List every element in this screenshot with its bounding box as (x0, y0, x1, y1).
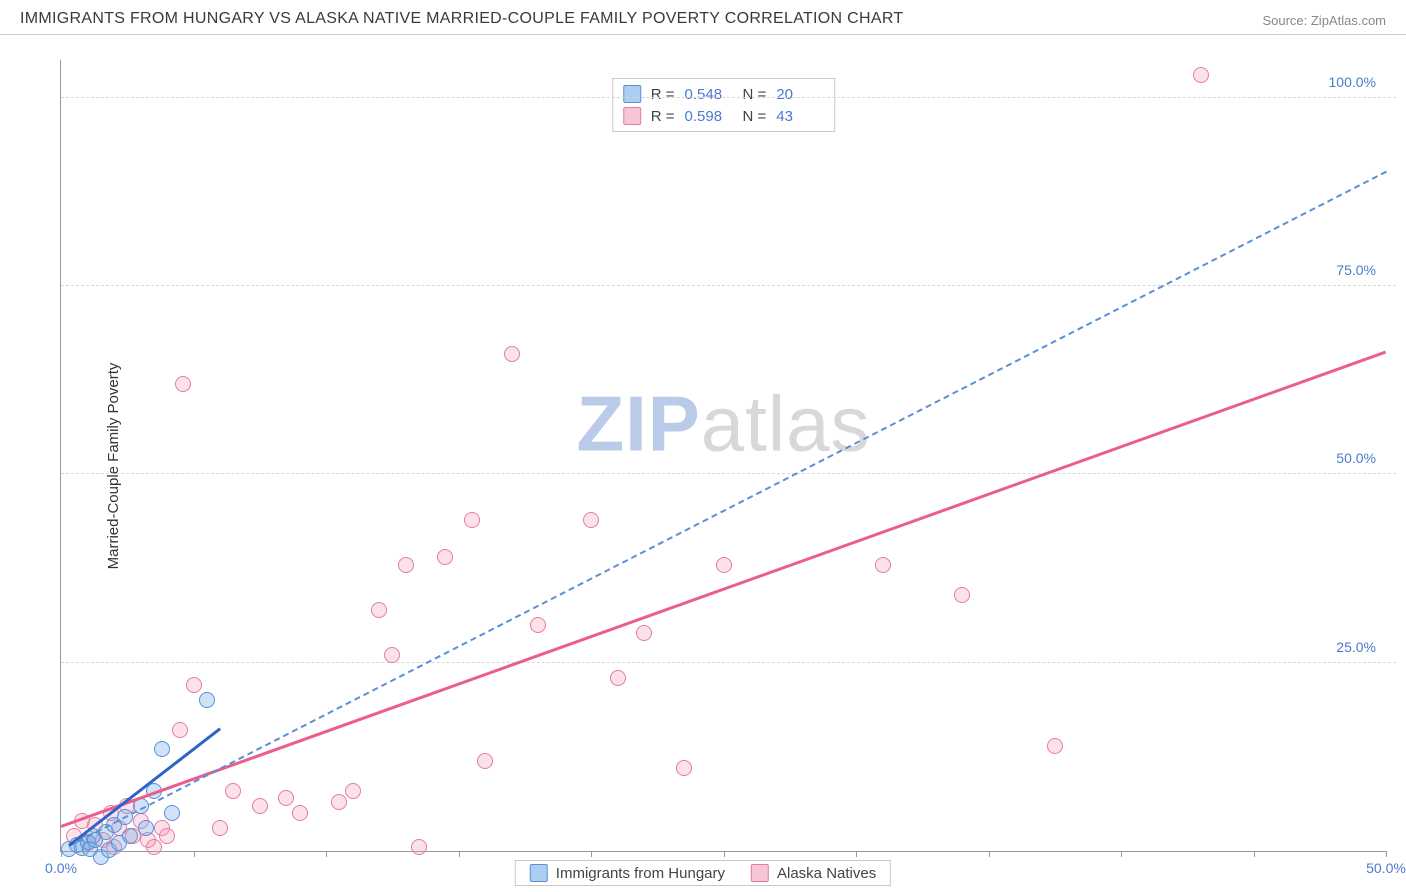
scatter-point-pink (477, 753, 493, 769)
scatter-point-pink (610, 670, 626, 686)
scatter-point-pink (371, 602, 387, 618)
correlation-row-blue: R = 0.548 N = 20 (623, 83, 825, 105)
y-tick-label: 100.0% (1329, 74, 1376, 90)
scatter-point-pink (398, 557, 414, 573)
series-legend: Immigrants from Hungary Alaska Natives (515, 860, 891, 886)
scatter-point-pink (331, 794, 347, 810)
scatter-point-pink (175, 376, 191, 392)
scatter-point-pink (583, 512, 599, 528)
x-tick (194, 851, 195, 857)
scatter-point-blue (138, 820, 154, 836)
scatter-point-pink (676, 760, 692, 776)
scatter-point-pink (875, 557, 891, 573)
chart-header: IMMIGRANTS FROM HUNGARY VS ALASKA NATIVE… (0, 0, 1406, 35)
x-tick (989, 851, 990, 857)
r-label: R = (651, 108, 675, 125)
x-tick (724, 851, 725, 857)
scatter-point-pink (225, 783, 241, 799)
y-tick-label: 75.0% (1336, 262, 1376, 278)
trend-line (60, 351, 1386, 828)
plot-area: ZIPatlas R = 0.548 N = 20 R = 0.598 N = … (60, 60, 1386, 852)
correlation-row-pink: R = 0.598 N = 43 (623, 105, 825, 127)
r-label: R = (651, 86, 675, 103)
x-tick (591, 851, 592, 857)
scatter-point-pink (954, 587, 970, 603)
scatter-point-pink (464, 512, 480, 528)
scatter-point-pink (384, 647, 400, 663)
scatter-point-pink (504, 346, 520, 362)
x-tick (459, 851, 460, 857)
y-tick-label: 50.0% (1336, 450, 1376, 466)
legend-label-blue: Immigrants from Hungary (556, 865, 725, 882)
scatter-point-pink (252, 798, 268, 814)
gridline (61, 473, 1396, 474)
gridline (61, 662, 1396, 663)
n-label: N = (743, 86, 767, 103)
legend-item-pink: Alaska Natives (751, 864, 876, 882)
y-tick-label: 25.0% (1336, 639, 1376, 655)
scatter-point-pink (1047, 738, 1063, 754)
scatter-point-pink (278, 790, 294, 806)
scatter-point-pink (172, 722, 188, 738)
x-tick-label: 50.0% (1366, 860, 1406, 876)
scatter-point-pink (716, 557, 732, 573)
scatter-point-pink (186, 677, 202, 693)
scatter-point-pink (212, 820, 228, 836)
x-tick (1121, 851, 1122, 857)
correlation-legend-box: R = 0.548 N = 20 R = 0.598 N = 43 (612, 78, 836, 132)
scatter-point-pink (292, 805, 308, 821)
scatter-point-pink (530, 617, 546, 633)
watermark-zip: ZIP (576, 379, 700, 467)
scatter-point-blue (122, 828, 138, 844)
swatch-pink-icon (623, 107, 641, 125)
x-tick (856, 851, 857, 857)
trend-line (68, 171, 1386, 847)
swatch-blue-icon (623, 85, 641, 103)
scatter-point-pink (636, 625, 652, 641)
gridline (61, 285, 1396, 286)
chart-area: Married-Couple Family Poverty ZIPatlas R… (0, 40, 1406, 892)
x-tick (1386, 851, 1387, 857)
scatter-point-blue (154, 741, 170, 757)
scatter-point-pink (1193, 67, 1209, 83)
legend-label-pink: Alaska Natives (777, 865, 876, 882)
scatter-point-pink (345, 783, 361, 799)
source-attribution: Source: ZipAtlas.com (1262, 13, 1386, 28)
x-tick (326, 851, 327, 857)
n-value-blue: 20 (776, 86, 824, 103)
x-tick-label: 0.0% (45, 860, 77, 876)
r-value-pink: 0.598 (685, 108, 733, 125)
x-tick (1254, 851, 1255, 857)
scatter-point-pink (411, 839, 427, 855)
scatter-point-blue (199, 692, 215, 708)
swatch-blue-icon (530, 864, 548, 882)
scatter-point-pink (146, 839, 162, 855)
gridline (61, 97, 1396, 98)
n-value-pink: 43 (776, 108, 824, 125)
n-label: N = (743, 108, 767, 125)
legend-item-blue: Immigrants from Hungary (530, 864, 725, 882)
scatter-point-pink (437, 549, 453, 565)
scatter-point-pink (159, 828, 175, 844)
chart-title: IMMIGRANTS FROM HUNGARY VS ALASKA NATIVE… (20, 10, 903, 28)
swatch-pink-icon (751, 864, 769, 882)
watermark-atlas: atlas (701, 379, 871, 467)
scatter-point-blue (164, 805, 180, 821)
r-value-blue: 0.548 (685, 86, 733, 103)
